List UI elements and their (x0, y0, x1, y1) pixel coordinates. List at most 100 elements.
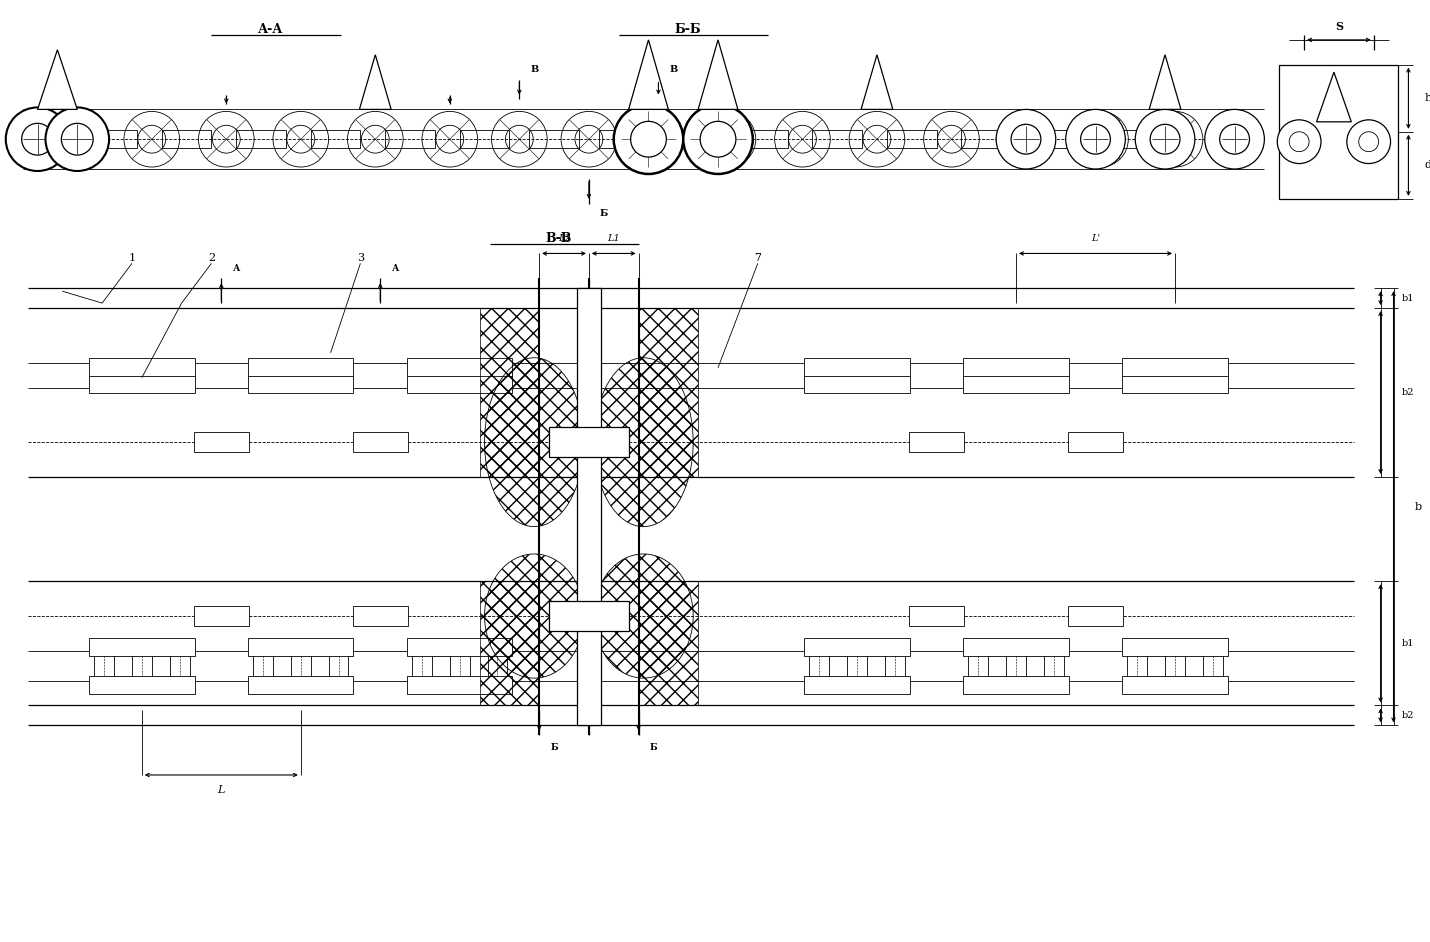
Bar (89, 375, 194, 393)
Bar (1165, 651, 1185, 681)
Bar (236, 130, 286, 148)
Circle shape (46, 107, 109, 171)
Bar (1123, 638, 1227, 656)
Bar (353, 606, 408, 626)
Bar (329, 651, 349, 681)
Text: L1: L1 (608, 234, 621, 243)
Text: А: А (392, 264, 399, 273)
Bar (290, 363, 310, 387)
Bar (1165, 363, 1185, 387)
Bar (639, 581, 698, 706)
Text: h: h (1424, 93, 1430, 104)
Text: 3: 3 (358, 253, 365, 264)
Bar (194, 606, 249, 626)
Text: Б: Б (599, 209, 608, 219)
Bar (94, 651, 114, 681)
Bar (408, 638, 512, 656)
Bar (488, 651, 508, 681)
Bar (479, 581, 539, 706)
Text: 1: 1 (129, 253, 136, 264)
Bar (964, 358, 1068, 376)
Text: А: А (233, 264, 240, 273)
Bar (253, 363, 273, 387)
Bar (89, 675, 194, 693)
Text: b2: b2 (1403, 711, 1414, 720)
Bar (249, 375, 353, 393)
Bar (412, 651, 432, 681)
Circle shape (1205, 109, 1264, 169)
Polygon shape (359, 55, 392, 109)
Bar (549, 428, 629, 457)
Circle shape (1347, 120, 1390, 164)
Bar (170, 651, 190, 681)
Bar (964, 638, 1068, 656)
Text: Б-Б: Б-Б (675, 24, 702, 37)
Bar (170, 363, 190, 387)
Bar (1035, 130, 1085, 148)
Bar (599, 130, 648, 148)
Text: S: S (1334, 22, 1343, 32)
Bar (576, 288, 601, 725)
Bar (450, 651, 469, 681)
Bar (89, 358, 194, 376)
Text: В: В (669, 65, 678, 74)
Bar (1127, 651, 1147, 681)
Bar (847, 651, 867, 681)
Bar (290, 651, 310, 681)
Bar (549, 601, 629, 631)
Bar (132, 651, 152, 681)
Bar (885, 363, 905, 387)
Bar (847, 363, 867, 387)
Text: b1: b1 (1403, 294, 1414, 302)
Bar (329, 363, 349, 387)
Bar (809, 363, 829, 387)
Bar (961, 130, 1011, 148)
Text: 2: 2 (207, 253, 214, 264)
Bar (805, 675, 909, 693)
Circle shape (1277, 120, 1321, 164)
Bar (1123, 675, 1227, 693)
Bar (310, 130, 360, 148)
Bar (1123, 358, 1227, 376)
Circle shape (1065, 109, 1125, 169)
Text: L2: L2 (558, 234, 571, 243)
Bar (887, 130, 937, 148)
Bar (408, 375, 512, 393)
Bar (809, 651, 829, 681)
Bar (1068, 432, 1123, 452)
Bar (94, 363, 114, 387)
Bar (1127, 363, 1147, 387)
Polygon shape (1150, 55, 1181, 109)
Polygon shape (1317, 73, 1351, 122)
Bar (1007, 651, 1025, 681)
Bar (529, 130, 579, 148)
Bar (162, 130, 212, 148)
Polygon shape (861, 55, 892, 109)
Text: В: В (531, 65, 538, 74)
Bar (964, 375, 1068, 393)
Text: В-В: В-В (546, 232, 572, 245)
Bar (964, 675, 1068, 693)
Bar (253, 651, 273, 681)
Bar (885, 651, 905, 681)
Bar (1111, 130, 1160, 148)
Bar (408, 675, 512, 693)
Text: А-А: А-А (259, 24, 283, 37)
Bar (412, 363, 432, 387)
Bar (89, 638, 194, 656)
Bar (87, 130, 137, 148)
Bar (1044, 363, 1064, 387)
Bar (479, 308, 539, 477)
Bar (459, 130, 509, 148)
Circle shape (684, 105, 752, 174)
Bar (909, 432, 964, 452)
Bar (738, 130, 788, 148)
Bar (968, 651, 988, 681)
Text: L': L' (1091, 234, 1100, 243)
Text: b1: b1 (1403, 639, 1414, 648)
Text: 7: 7 (754, 253, 761, 264)
Bar (525, 288, 654, 725)
Circle shape (6, 107, 69, 171)
Text: Б: Б (649, 742, 658, 752)
Bar (488, 363, 508, 387)
